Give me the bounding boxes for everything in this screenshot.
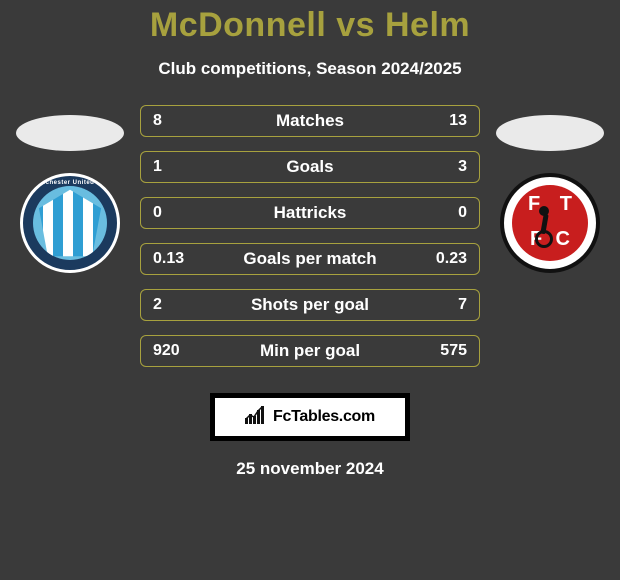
player-right-club-badge: F T F C xyxy=(500,173,600,273)
player-left-col: Colchester United FC xyxy=(10,105,130,273)
stat-label: Matches xyxy=(213,111,407,131)
attribution-box[interactable]: FcTables.com xyxy=(210,393,410,441)
stat-left-value: 0.13 xyxy=(153,250,213,268)
stats-list: 8 Matches 13 1 Goals 3 0 Hattricks 0 0.1… xyxy=(130,105,490,367)
player-right-col: F T F C xyxy=(490,105,610,273)
stat-right-value: 575 xyxy=(407,342,467,360)
stat-right-value: 13 xyxy=(407,112,467,130)
page-title: McDonnell vs Helm xyxy=(150,6,470,45)
stat-row-goals: 1 Goals 3 xyxy=(140,151,480,183)
stat-left-value: 1 xyxy=(153,158,213,176)
player-right-silhouette xyxy=(496,115,604,151)
stat-right-value: 3 xyxy=(407,158,467,176)
colchester-badge-outer: Colchester United FC xyxy=(20,173,120,273)
stat-row-goals-per-match: 0.13 Goals per match 0.23 xyxy=(140,243,480,275)
stat-row-matches: 8 Matches 13 xyxy=(140,105,480,137)
fleetwood-figure-wheel xyxy=(535,230,553,248)
content-row: Colchester United FC 8 Matches 13 1 Goal… xyxy=(0,105,620,367)
colchester-badge-inner xyxy=(33,186,107,260)
stat-label: Min per goal xyxy=(213,341,407,361)
fleetwood-badge-outer: F T F C xyxy=(500,173,600,273)
fleetwood-figure-icon xyxy=(539,206,575,250)
player-left-club-badge: Colchester United FC xyxy=(20,173,120,273)
stat-left-value: 0 xyxy=(153,204,213,222)
stat-label: Goals per match xyxy=(213,249,407,269)
stat-left-value: 2 xyxy=(153,296,213,314)
stat-row-hattricks: 0 Hattricks 0 xyxy=(140,197,480,229)
stat-label: Goals xyxy=(213,157,407,177)
stat-left-value: 920 xyxy=(153,342,213,360)
stat-right-value: 0.23 xyxy=(407,250,467,268)
stat-right-value: 0 xyxy=(407,204,467,222)
fctables-logo-icon xyxy=(245,406,267,429)
stat-left-value: 8 xyxy=(153,112,213,130)
fleetwood-badge-inner: F T F C xyxy=(512,185,588,261)
comparison-card: McDonnell vs Helm Club competitions, Sea… xyxy=(0,0,620,479)
date-line: 25 november 2024 xyxy=(236,459,383,479)
colchester-badge-stripes xyxy=(33,186,107,260)
stat-row-min-per-goal: 920 Min per goal 575 xyxy=(140,335,480,367)
stat-row-shots-per-goal: 2 Shots per goal 7 xyxy=(140,289,480,321)
attribution-text: FcTables.com xyxy=(273,408,375,426)
stat-label: Shots per goal xyxy=(213,295,407,315)
stat-label: Hattricks xyxy=(213,203,407,223)
player-left-silhouette xyxy=(16,115,124,151)
subtitle: Club competitions, Season 2024/2025 xyxy=(158,59,461,79)
stat-right-value: 7 xyxy=(407,296,467,314)
